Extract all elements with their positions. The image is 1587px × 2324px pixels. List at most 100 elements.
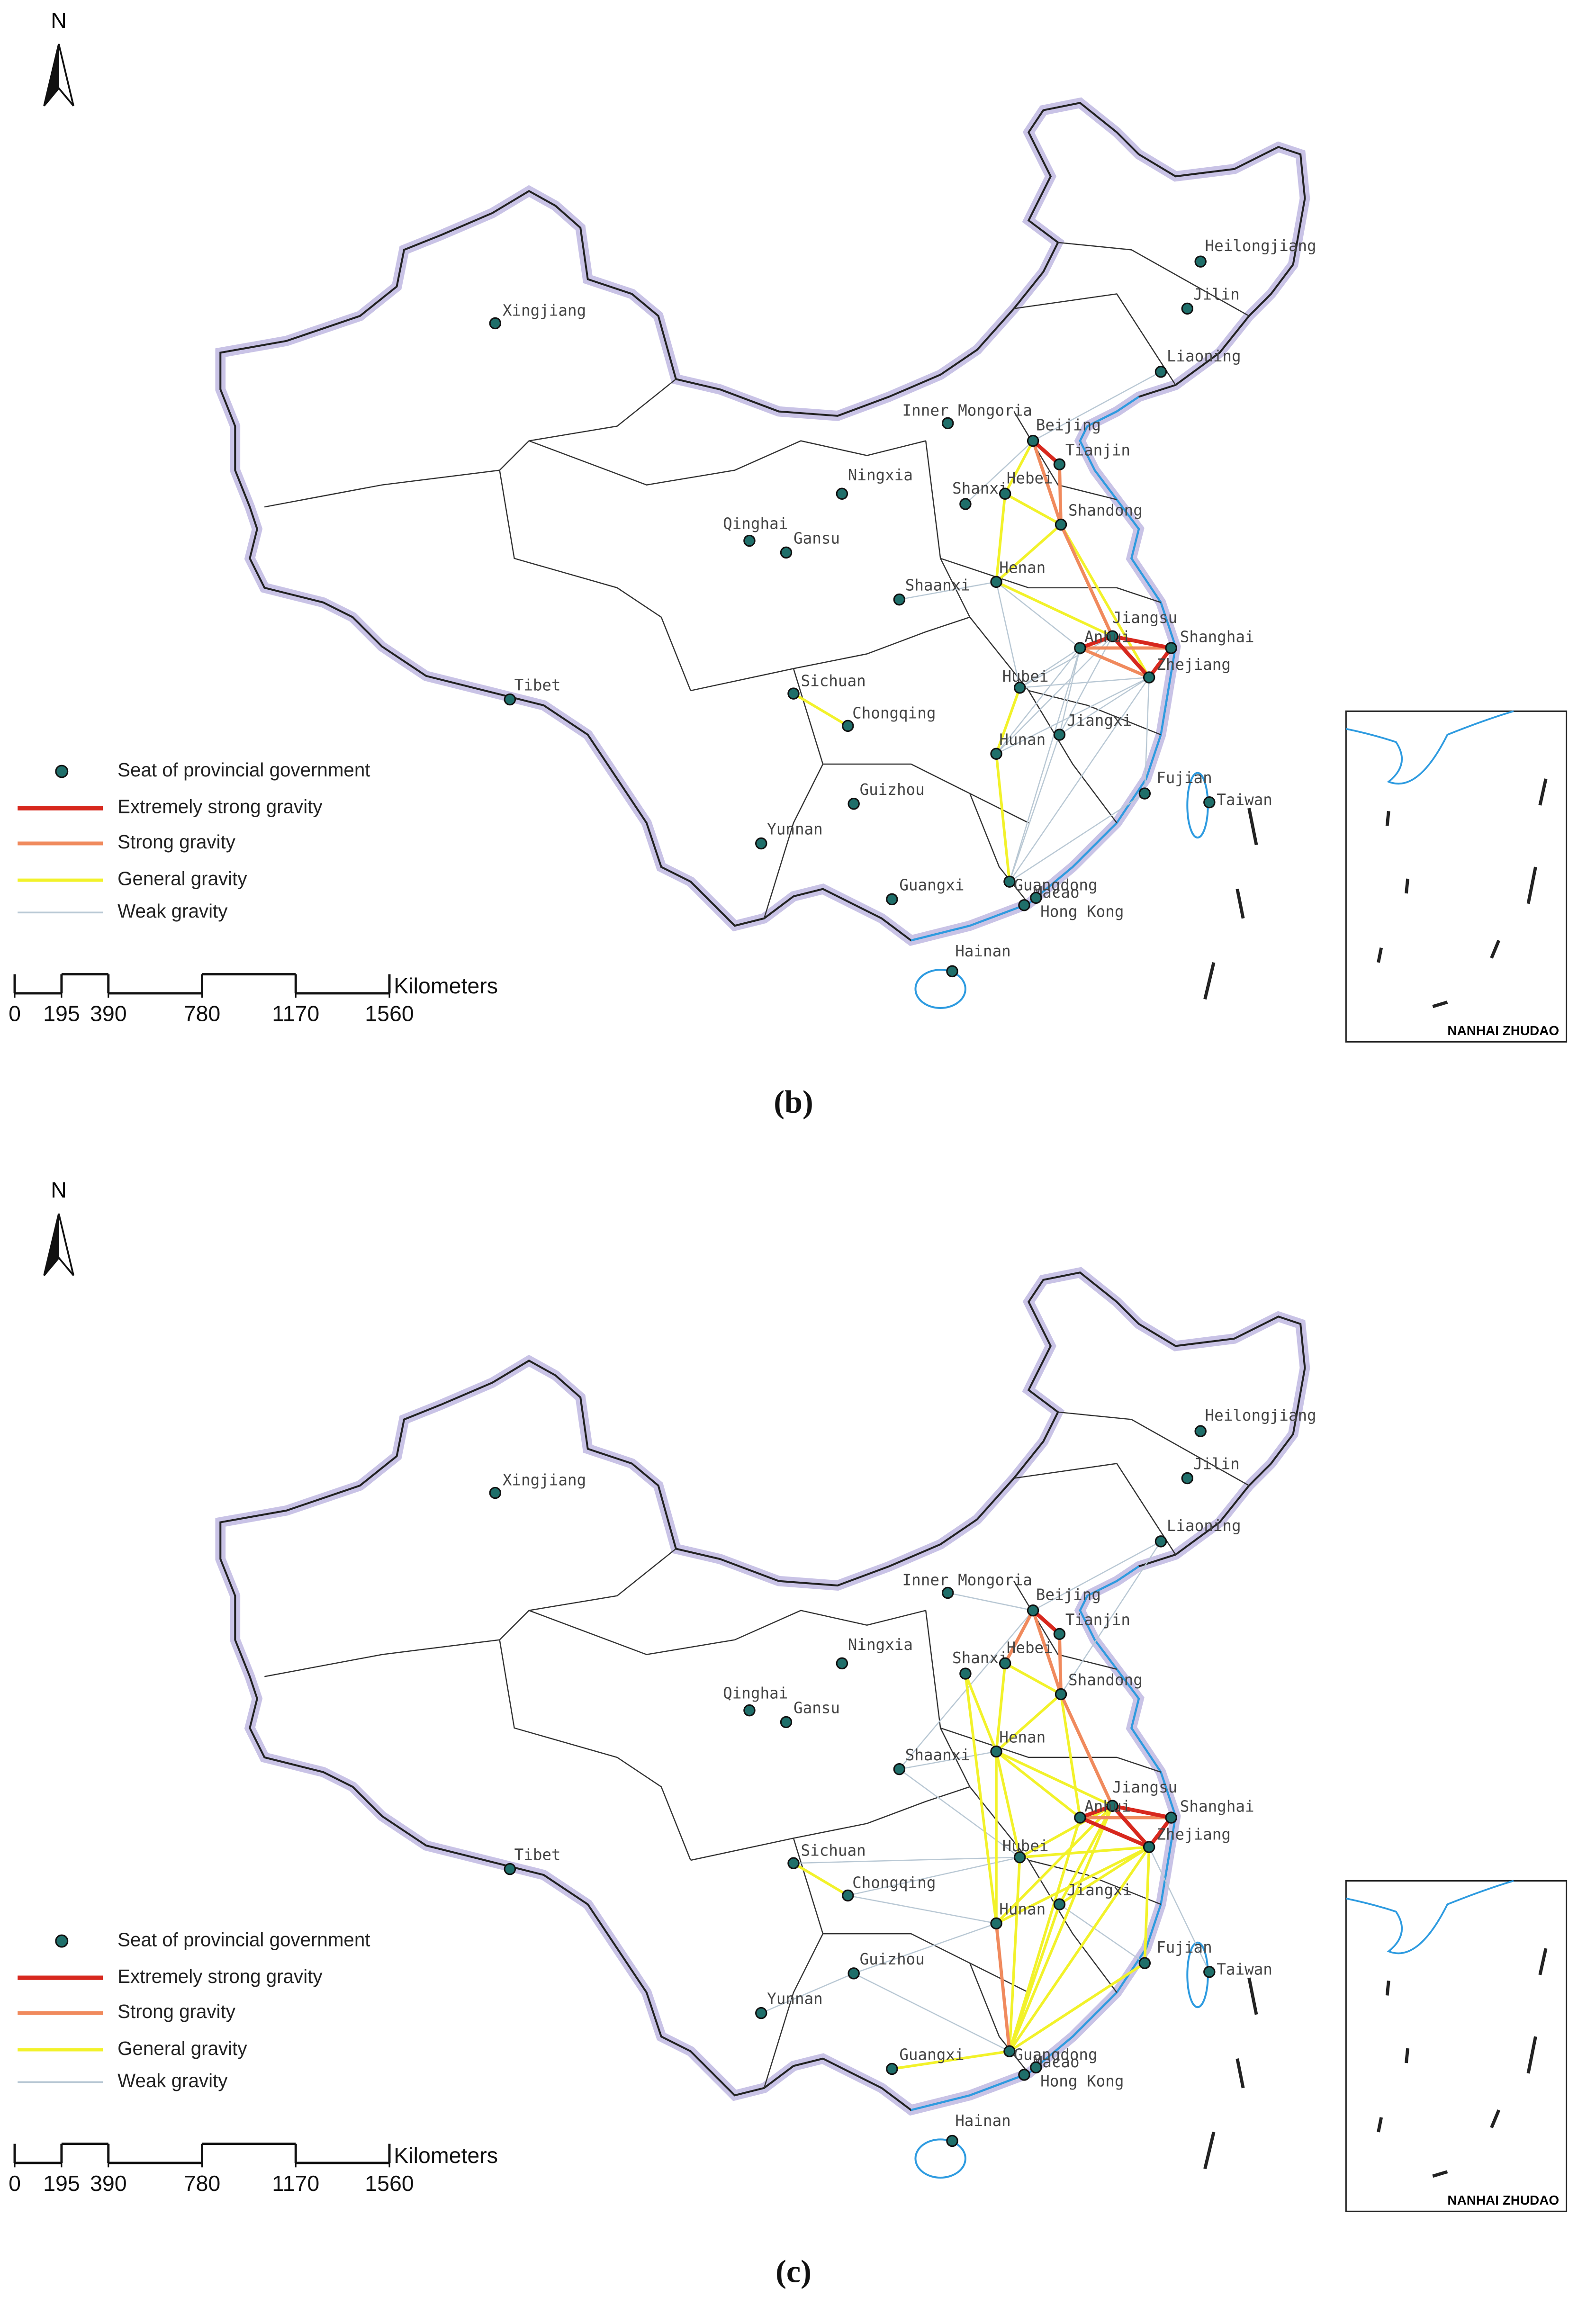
gravity-link [1009, 647, 1081, 883]
seat-marker [836, 487, 848, 500]
seat-marker [1181, 1472, 1194, 1485]
gravity-link [995, 1846, 1151, 1925]
seat-marker [1106, 1800, 1118, 1812]
seat-marker [893, 1763, 906, 1775]
legend-label: Extremely strong gravity [117, 796, 323, 818]
seat-marker [1055, 1688, 1067, 1701]
seat-marker [946, 2135, 958, 2147]
province-label: Guangdong [1014, 2046, 1097, 2064]
gravity-link [899, 581, 997, 600]
seat-marker [1138, 787, 1151, 800]
seat-marker [1181, 302, 1194, 315]
north-label: N [51, 8, 67, 33]
province-label: Shandong [1068, 502, 1143, 520]
seat-marker [1203, 796, 1216, 809]
seat-marker [1143, 1841, 1155, 1853]
gravity-link [1059, 1693, 1082, 1819]
gravity-link [899, 1751, 997, 1770]
seat-marker [1030, 2061, 1042, 2074]
seat-marker [1106, 630, 1118, 642]
seat-marker [848, 1967, 860, 1980]
province-label: Jiangsu [1112, 1778, 1177, 1796]
gravity-link [947, 1592, 1034, 1611]
province-label: Chongqing [852, 1874, 936, 1892]
seat-marker [787, 687, 800, 700]
gravity-link [1009, 793, 1145, 883]
province-label: Tibet [514, 676, 561, 694]
seat-marker [1030, 892, 1042, 904]
seat-marker [1074, 642, 1086, 654]
seat-marker [489, 317, 502, 330]
seat-marker [1055, 518, 1067, 531]
seat-marker [941, 1586, 954, 1599]
inset-label: NANHAI ZHUDAO [1447, 2193, 1559, 2207]
gravity-link [1008, 1903, 1061, 2053]
province-label: Taiwan [1217, 1961, 1272, 1979]
scale-unit: Kilometers [394, 2143, 498, 2168]
province-label: Jilin [1193, 1455, 1240, 1473]
province-label: Zhejiang [1156, 656, 1231, 674]
legend-label: Seat of provincial government [117, 759, 370, 781]
province-label: Shanghai [1180, 1797, 1254, 1815]
province-label: Zhejiang [1156, 1825, 1231, 1843]
scale-tick-label: 1170 [272, 1001, 319, 1026]
province-label: Hong Kong [1040, 2072, 1124, 2090]
gravity-link [1059, 676, 1150, 736]
province-label: Ningxia [848, 1636, 913, 1654]
province-label: Fujian [1156, 769, 1212, 787]
seat-marker [489, 1486, 502, 1499]
gravity-link [1018, 1804, 1114, 1859]
seat-marker [946, 965, 958, 978]
province-label: Qinghai [723, 1684, 788, 1702]
scale-unit: Kilometers [394, 973, 498, 998]
gravity-link [1143, 1846, 1151, 1964]
province-label: Jilin [1193, 286, 1240, 304]
gravity-link [1078, 646, 1151, 679]
seat-marker [1003, 2045, 1016, 2057]
province-label: Gansu [794, 1699, 840, 1717]
gravity-link [1060, 1540, 1162, 1695]
province-label: Liaoning [1167, 347, 1241, 365]
seat-marker [1194, 1425, 1207, 1437]
gravity-link [995, 1750, 1082, 1819]
province-label: Guangxi [899, 876, 964, 894]
seat-marker [755, 837, 767, 850]
gravity-link [1059, 647, 1081, 736]
gravity-link [1059, 1693, 1114, 1808]
seat-marker [959, 498, 972, 510]
province-label: Shanxi [952, 479, 1008, 497]
gravity-link [995, 492, 1007, 584]
gravity-link [1144, 676, 1150, 794]
gravity-link [1031, 439, 1063, 526]
gravity-link [853, 1923, 997, 1974]
province-label: Sichuan [801, 672, 866, 690]
gravity-link [899, 1768, 1020, 1858]
gravity-link [995, 676, 1150, 755]
gravity-link [1008, 1856, 1021, 2053]
gravity-link [1110, 634, 1151, 680]
seat-marker [842, 720, 854, 732]
gravity-link [1110, 634, 1173, 650]
gravity-link [1110, 1804, 1173, 1820]
gravity-link [1032, 371, 1162, 441]
gravity-link [1058, 1846, 1151, 1906]
province-label: Anhui [1084, 1797, 1131, 1815]
gravity-link [853, 1973, 1010, 2052]
scale-bar [13, 2143, 391, 2164]
seat-marker [780, 546, 793, 559]
gravity-link [995, 580, 1114, 638]
gravity-link [995, 1693, 1063, 1753]
legend-label: Weak gravity [117, 2070, 228, 2091]
province-label: Guangxi [899, 2046, 964, 2064]
province-label: Beijing [1036, 1586, 1101, 1604]
province-label: Hebei [1007, 1639, 1053, 1657]
province-label: Qinghai [723, 514, 788, 532]
seat-marker [990, 748, 1002, 760]
seat-marker [1053, 458, 1066, 470]
gravity-link [1008, 1962, 1146, 2053]
gravity-link [965, 440, 1034, 505]
seat-marker [1154, 1535, 1167, 1548]
province-label: Guangdong [1014, 876, 1097, 894]
legend-label: General gravity [117, 2037, 247, 2059]
gravity-link [995, 581, 1020, 688]
